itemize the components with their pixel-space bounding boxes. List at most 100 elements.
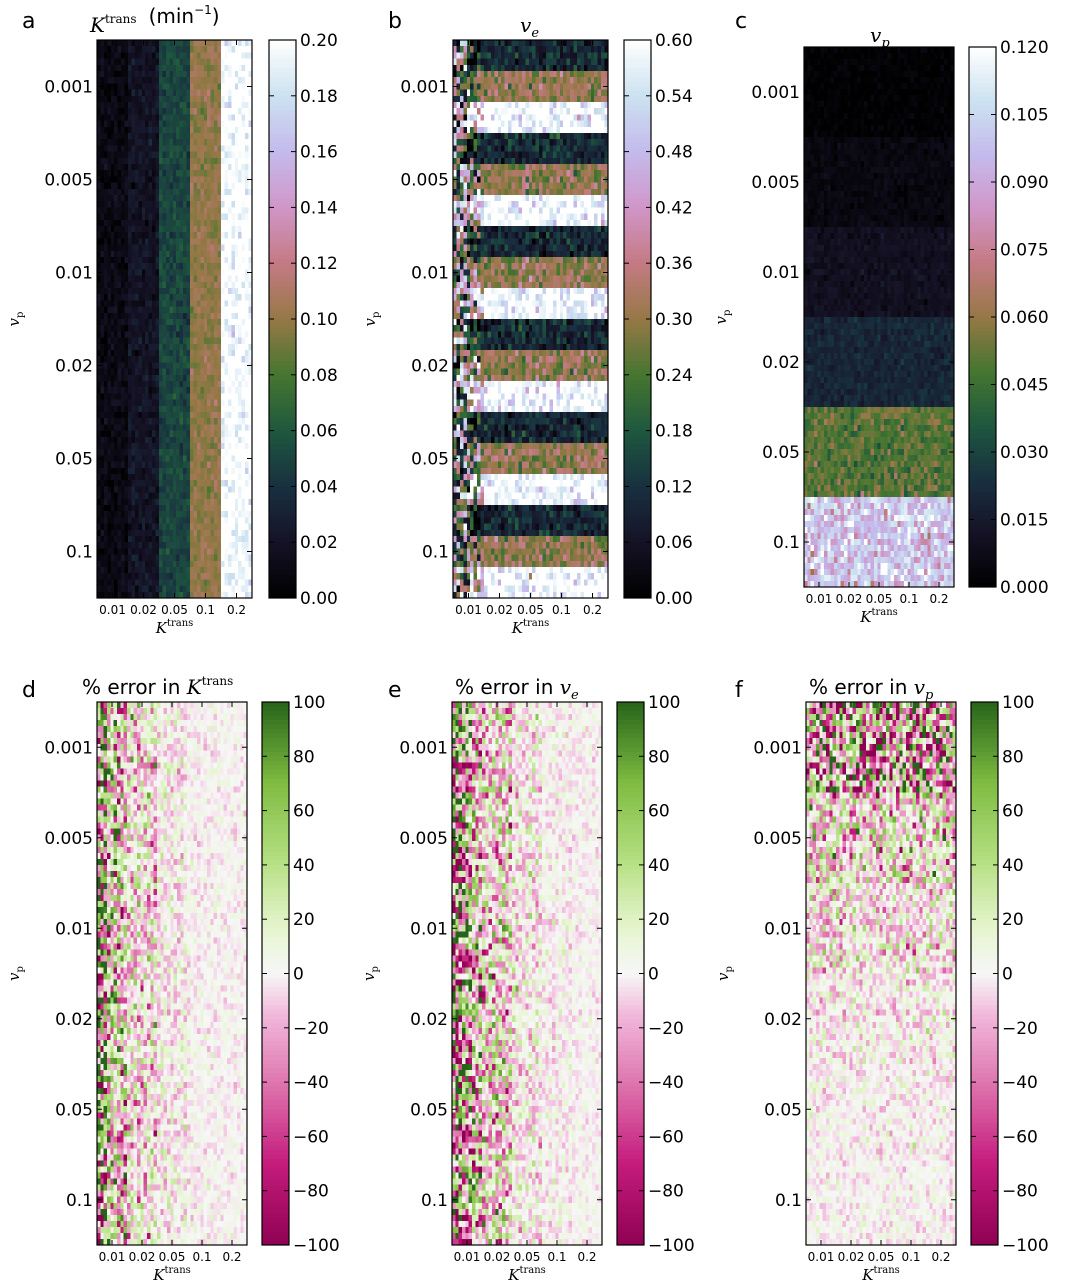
heatmap-cell: [121, 145, 125, 152]
heatmap-cell: [128, 424, 132, 431]
heatmap-cell: [121, 170, 125, 177]
heatmap-cell: [117, 362, 122, 369]
heatmap-cell: [231, 263, 236, 270]
heatmap-cell: [186, 244, 191, 252]
heatmap-cell: [494, 126, 499, 134]
colorbar-swatch: [269, 384, 296, 390]
heatmap-cell: [121, 585, 125, 593]
heatmap-cell: [224, 585, 229, 593]
heatmap-cell: [179, 145, 184, 152]
heatmap-cell: [459, 40, 464, 47]
heatmap-cell: [183, 294, 187, 301]
colorbar-swatch: [269, 72, 296, 78]
heatmap-cell: [196, 95, 201, 103]
heatmap-cell: [532, 40, 537, 47]
heatmap-cell: [117, 263, 122, 270]
heatmap-cell: [117, 133, 122, 140]
heatmap-cell: [124, 492, 129, 500]
heatmap-cell: [207, 467, 212, 475]
heatmap-cell: [145, 238, 150, 245]
heatmap-cell: [155, 567, 160, 574]
heatmap-cell: [224, 275, 229, 283]
heatmap-cell: [159, 126, 163, 134]
heatmap-cell: [128, 567, 132, 574]
heatmap-cell: [494, 64, 499, 72]
heatmap-cell: [248, 393, 253, 400]
heatmap-cell: [480, 102, 485, 109]
heatmap-cell: [107, 281, 112, 289]
heatmap-cell: [124, 219, 129, 227]
y-label-sub: p: [15, 312, 26, 318]
heatmap-cell: [453, 89, 457, 97]
heatmap-cell: [480, 46, 485, 53]
heatmap-cell: [121, 579, 125, 586]
colorbar-swatch: [269, 81, 296, 88]
heatmap-cell: [466, 52, 471, 59]
heatmap-cell: [196, 498, 201, 506]
heatmap-cell: [148, 52, 153, 59]
heatmap-cell: [103, 548, 108, 555]
heatmap-cell: [214, 83, 218, 90]
heatmap-cell: [231, 356, 236, 363]
heatmap-cell: [117, 548, 122, 555]
heatmap-cell: [200, 387, 205, 394]
heatmap-cell: [131, 337, 136, 345]
heatmap-cell: [559, 58, 564, 66]
heatmap-cell: [162, 207, 167, 214]
heatmap-cell: [159, 133, 163, 140]
heatmap-cell: [193, 108, 198, 115]
heatmap-cell: [172, 257, 177, 264]
heatmap-cell: [100, 300, 105, 307]
heatmap-cell: [245, 46, 249, 53]
heatmap-cell: [107, 486, 112, 493]
heatmap-cell: [97, 300, 101, 307]
heatmap-cell: [176, 275, 181, 283]
heatmap-cell: [114, 381, 119, 388]
heatmap-cell: [134, 257, 139, 264]
heatmap-cell: [490, 126, 495, 134]
heatmap-cell: [145, 418, 150, 425]
heatmap-cell: [131, 436, 136, 444]
heatmap-cell: [114, 281, 119, 289]
heatmap-cell: [165, 554, 170, 562]
heatmap-cell: [97, 573, 101, 580]
heatmap-cell: [148, 331, 153, 338]
heatmap-cell: [487, 120, 492, 128]
heatmap-cell: [227, 374, 232, 382]
heatmap-cell: [138, 387, 143, 394]
heatmap-cell: [221, 319, 225, 326]
heatmap-cell: [241, 405, 246, 413]
heatmap-cell: [221, 591, 225, 599]
heatmap-cell: [190, 269, 194, 276]
heatmap-cell: [138, 362, 143, 369]
heatmap-cell: [231, 523, 236, 531]
heatmap-cell: [528, 108, 533, 115]
heatmap-cell: [183, 157, 187, 165]
heatmap-cell: [521, 64, 526, 72]
heatmap-cell: [179, 157, 184, 165]
heatmap-cell: [535, 95, 540, 103]
heatmap-cell: [128, 269, 132, 276]
heatmap-cell: [117, 343, 122, 351]
heatmap-cell: [110, 412, 115, 419]
heatmap-cell: [155, 412, 160, 419]
heatmap-cell: [207, 114, 212, 121]
heatmap-cell: [131, 498, 136, 506]
heatmap-cell: [172, 164, 177, 171]
heatmap-cell: [245, 585, 249, 593]
heatmap-cell: [200, 492, 205, 500]
heatmap-cell: [470, 71, 475, 78]
heatmap-cell: [103, 393, 108, 400]
heatmap-cell: [131, 579, 136, 586]
heatmap-cell: [245, 306, 249, 314]
heatmap-cell: [121, 461, 125, 469]
heatmap-cell: [117, 498, 122, 506]
heatmap-cell: [207, 151, 212, 159]
heatmap-cell: [245, 529, 249, 537]
heatmap-cell: [203, 554, 208, 562]
heatmap-cell: [134, 188, 139, 196]
heatmap-cell: [162, 449, 167, 456]
heatmap-cell: [152, 436, 156, 444]
heatmap-cell: [196, 418, 201, 425]
heatmap-cell: [145, 319, 150, 326]
